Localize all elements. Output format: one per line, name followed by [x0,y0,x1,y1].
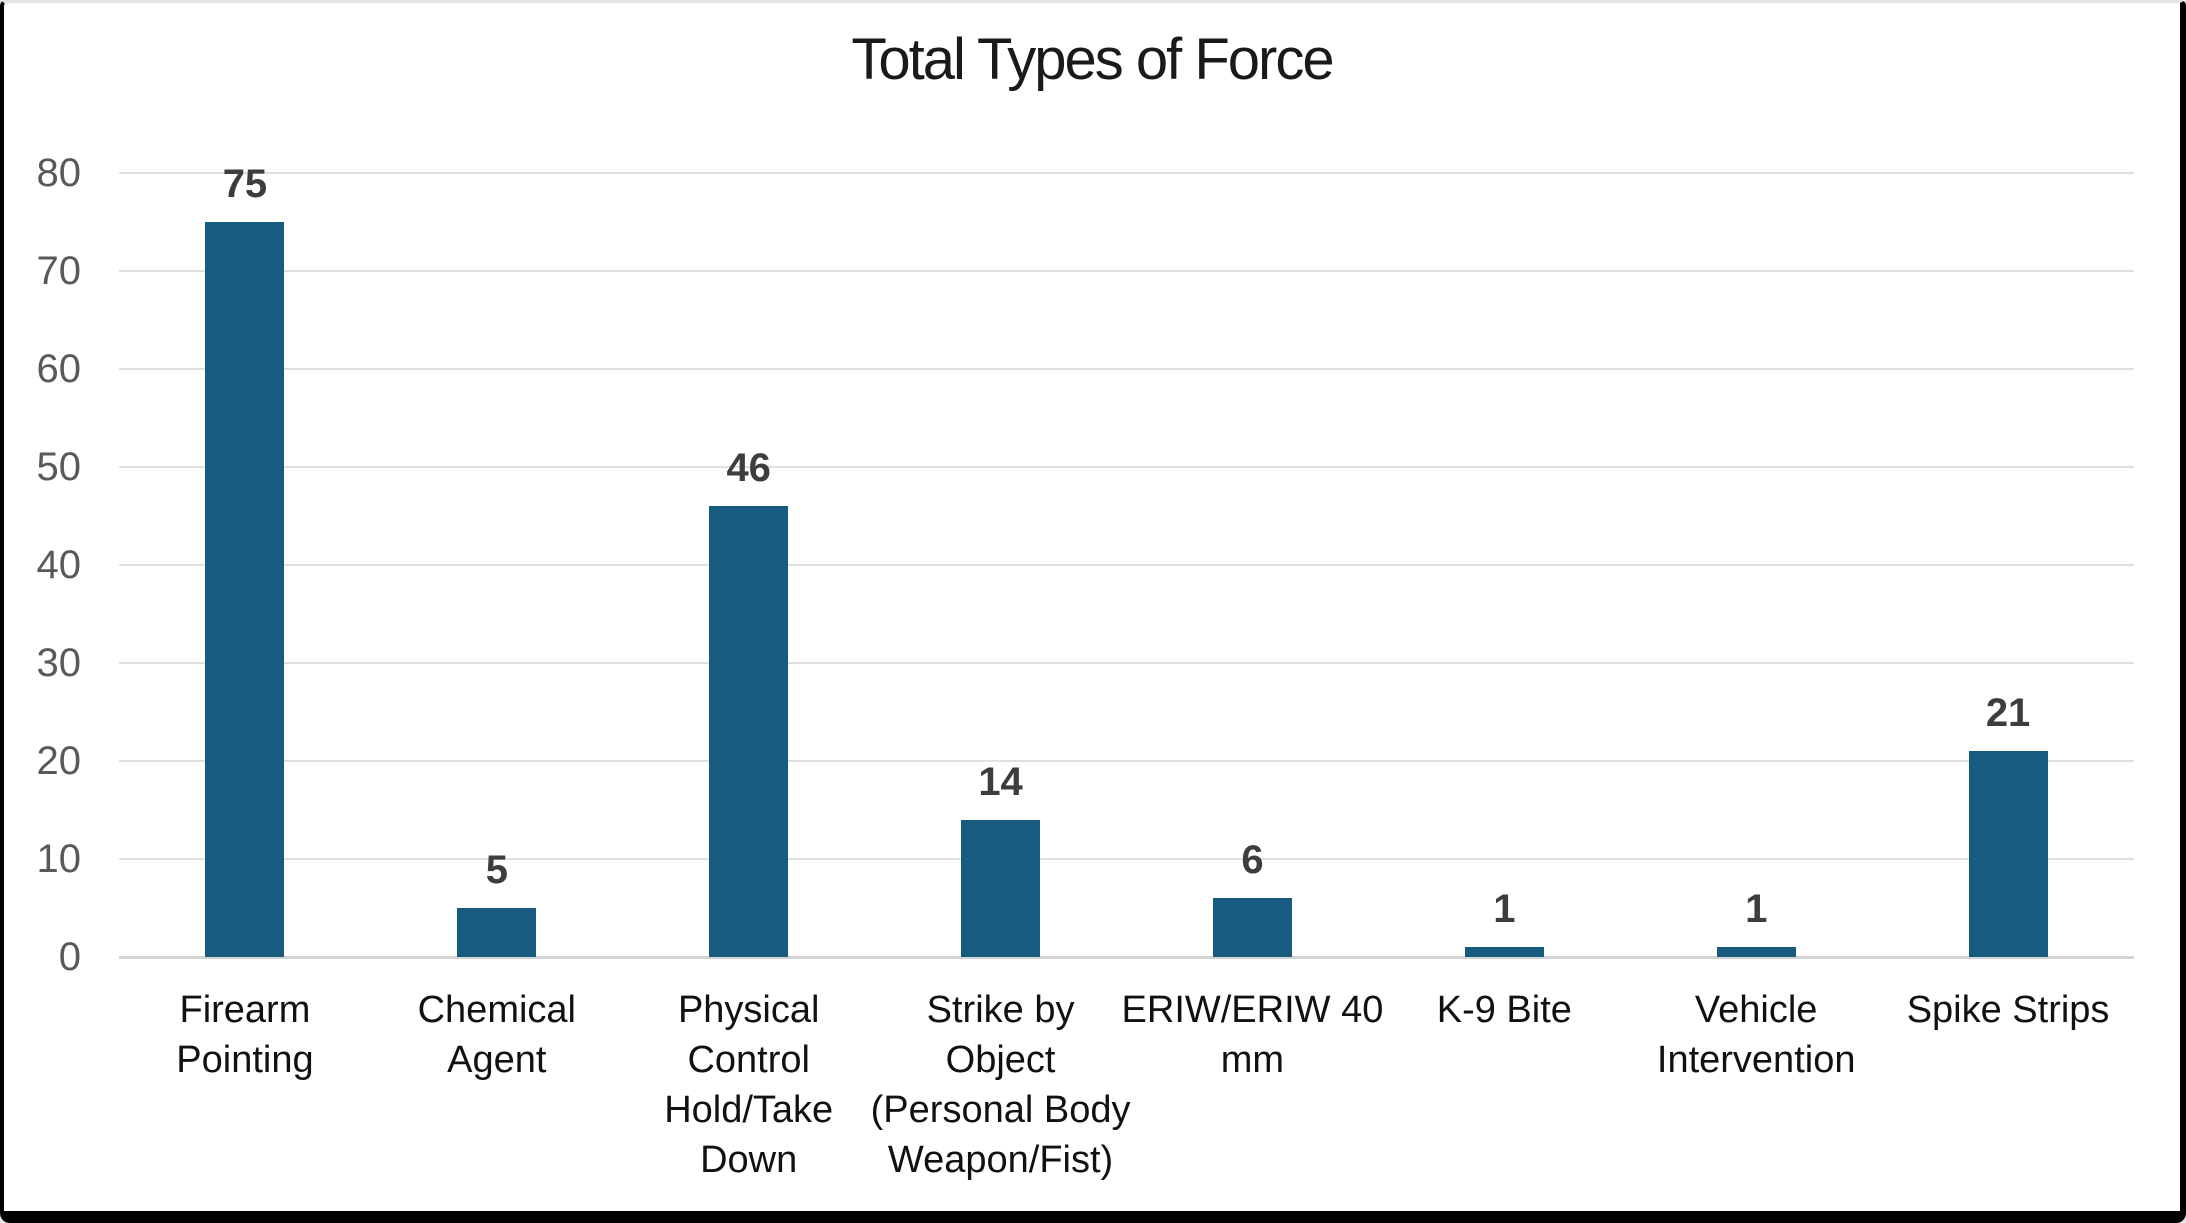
bar-4 [961,819,1041,957]
x-axis-label-line: Firearm [179,989,311,1031]
x-axis-label-line: Chemical [417,989,576,1031]
data-label: 14 [978,759,1023,804]
y-axis-tick-label: 10 [36,837,82,881]
bar-8 [1968,751,2048,957]
x-axis-label-line: Physical [677,989,820,1031]
x-axis-label-line: Hold/Take [664,1089,834,1131]
data-label: 46 [726,446,771,491]
x-axis-category-label: Firearm Pointing [95,985,395,1085]
x-axis-label-line: Object [945,1039,1056,1081]
x-axis-label-line: Pointing [176,1039,314,1081]
bar-5 [1212,898,1292,957]
data-label: 1 [1745,887,1768,932]
y-axis-tick-label: 50 [36,445,82,489]
x-axis-label-line: ERIW/ERIW 40 [1121,989,1384,1031]
gridline [119,270,2134,272]
x-axis-label-line: mm [1220,1039,1285,1081]
bar-chart: Total Types of Force 0 10 20 30 40 50 60 70 80 7… [4,3,2180,1211]
gridline [119,172,2134,174]
x-axis-category-label: Spike Strips [1858,985,2158,1035]
bar-3 [709,506,789,957]
y-axis-tick-label: 60 [36,347,82,391]
gridline [119,858,2134,860]
x-axis-category-label: Physical Control Hold/Take Down [599,985,899,1185]
x-axis-label-line: Weapon/Fist) [887,1139,1114,1181]
x-axis-label-line: Down [700,1139,798,1181]
y-axis-tick-label: 80 [36,151,82,195]
bar-1 [205,222,285,957]
bar-2 [457,908,537,957]
x-axis-label-line: Control [687,1039,810,1081]
chart-title: Total Types of Force [851,27,1334,92]
x-axis-category-label: K-9 Bite [1354,985,1654,1035]
data-label: 1 [1493,887,1516,932]
bar-7 [1716,947,1796,957]
x-axis-label-line: Strike by [926,989,1075,1031]
x-axis-label-line: Vehicle [1694,989,1818,1031]
x-axis-line [119,956,2134,959]
gridline [119,760,2134,762]
x-axis-category-label: Strike by Object (Personal Body Weapon/Fist… [851,985,1151,1185]
y-axis-tick-label: 70 [36,249,82,293]
x-axis-category-label: ERIW/ERIW 40 mm [1102,985,1402,1085]
y-axis-tick-label: 20 [36,739,82,783]
x-axis-label-line: Agent [447,1039,547,1081]
data-label: 5 [485,848,508,892]
x-axis-label-line: Spike Strips [1906,989,2110,1031]
bar-6 [1464,947,1544,957]
y-axis-tick-label: 0 [58,935,81,979]
data-label: 75 [222,162,268,206]
x-axis-label-line: Intervention [1656,1039,1856,1081]
x-axis-label-line: K-9 Bite [1436,989,1572,1031]
x-axis-label-line: (Personal Body [870,1089,1131,1131]
x-axis-category-label: Vehicle Intervention [1606,985,1906,1085]
x-axis-category-label: Chemical Agent [347,985,647,1085]
gridline [119,368,2134,370]
y-axis-tick-label: 30 [36,641,82,685]
y-axis-tick-label: 40 [36,543,82,587]
gridline [119,564,2134,566]
data-label: 6 [1241,838,1264,883]
gridline [119,466,2134,468]
data-label: 21 [1985,691,2031,736]
gridline [119,662,2134,664]
